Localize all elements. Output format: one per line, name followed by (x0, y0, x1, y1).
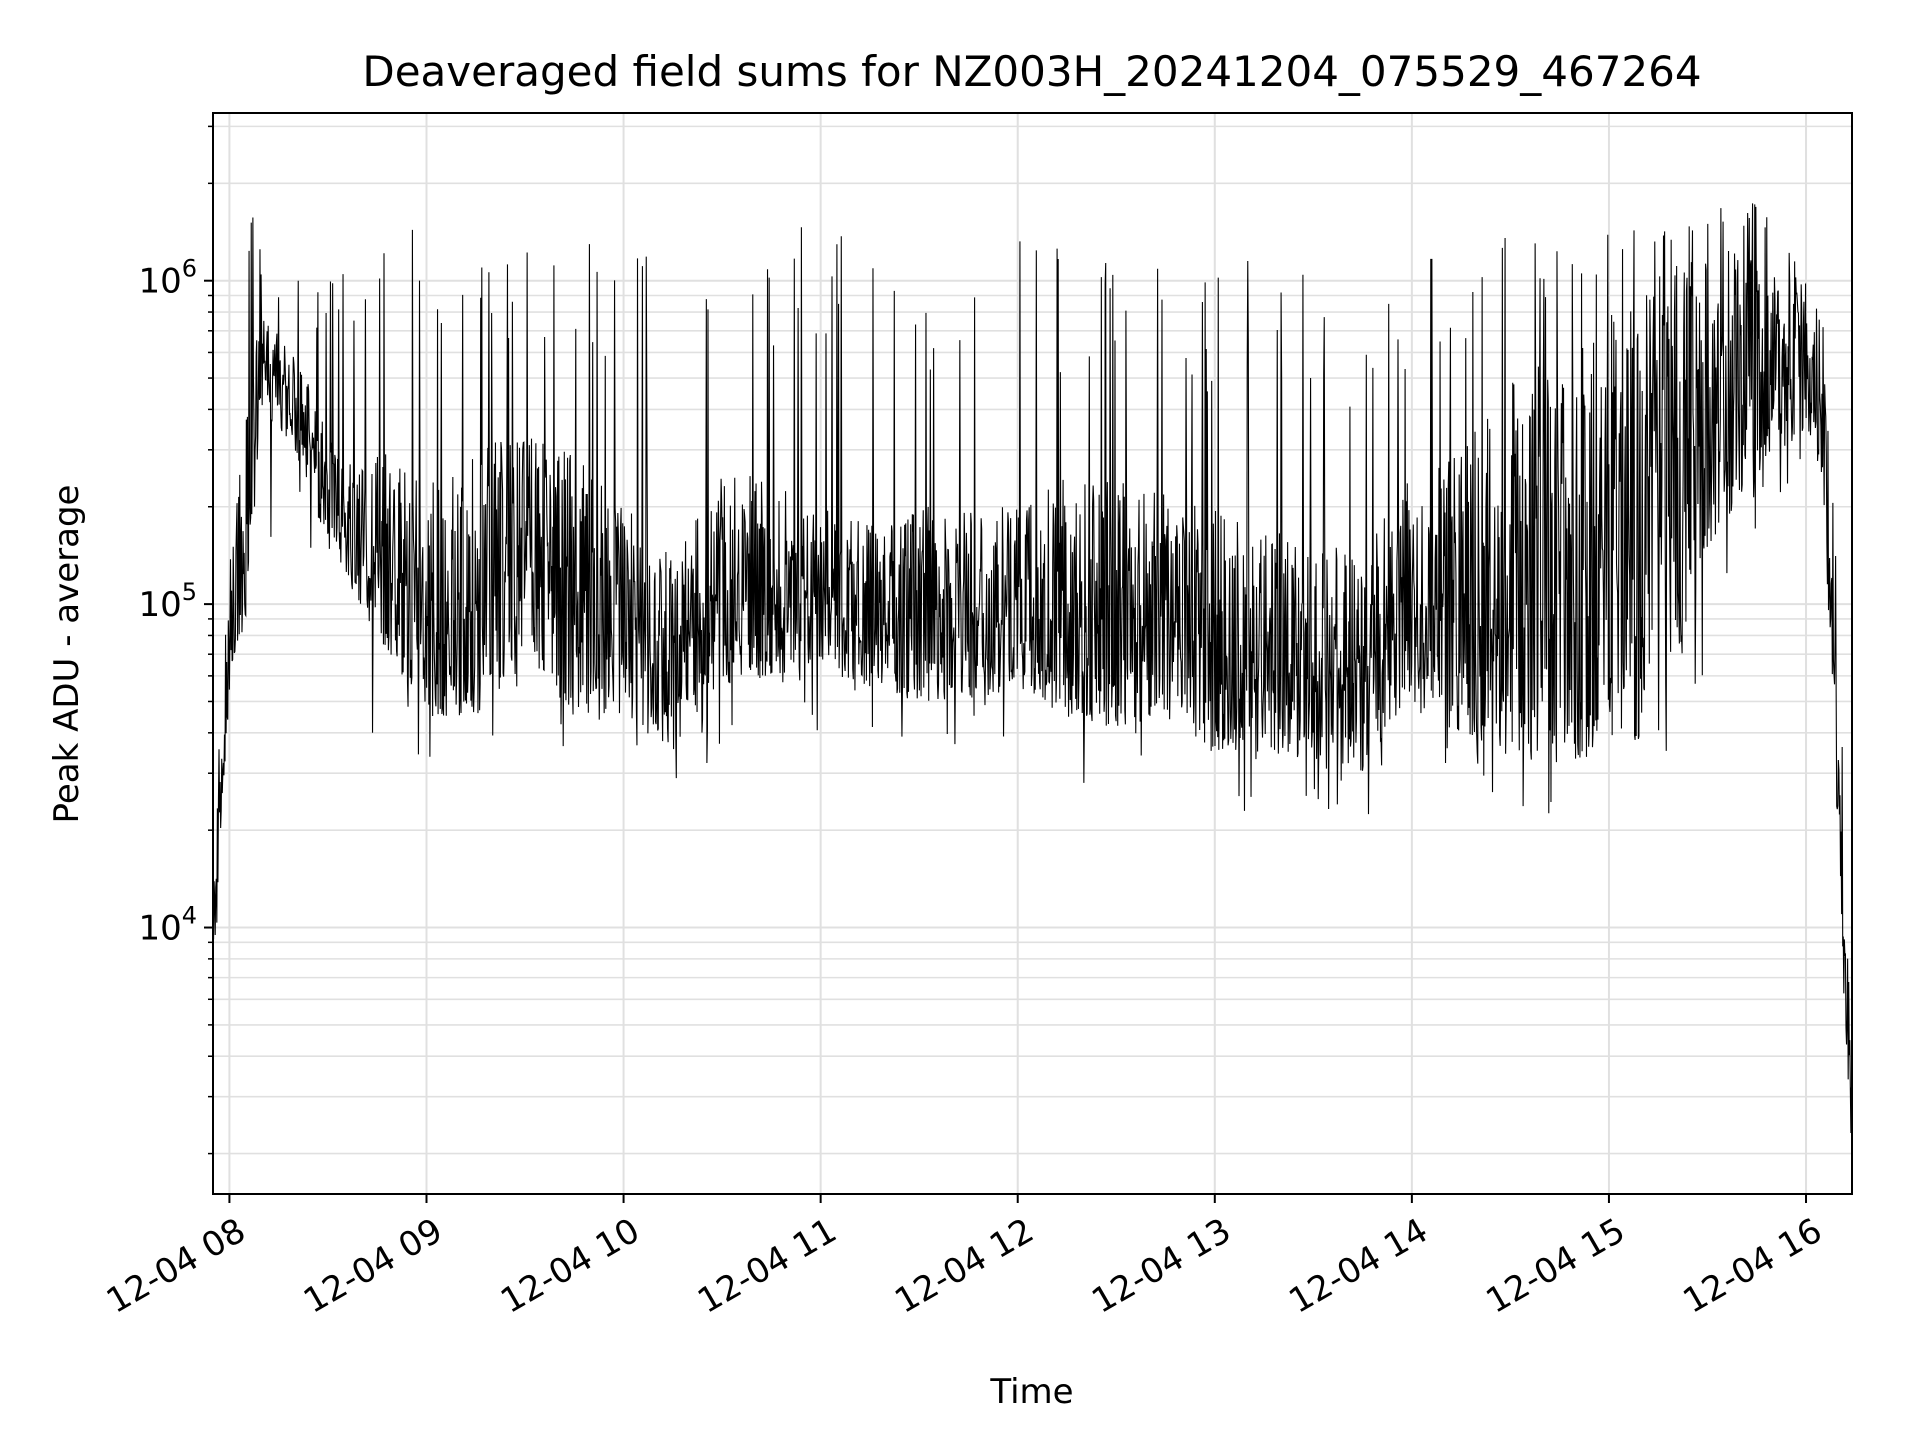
y-tick-label: 104 (138, 902, 197, 949)
x-axis-label: Time (989, 1372, 1073, 1412)
chart-title: Deaveraged field sums for NZ003H_2024120… (362, 47, 1701, 96)
series-line (212, 203, 1853, 1133)
y-axis-label: Peak ADU - average (47, 485, 87, 824)
y-axis: 104 105 106 (138, 125, 213, 1155)
y-tick-label: 106 (138, 255, 197, 302)
series-layer (212, 203, 1853, 1133)
y-tick-label: 105 (138, 578, 197, 625)
